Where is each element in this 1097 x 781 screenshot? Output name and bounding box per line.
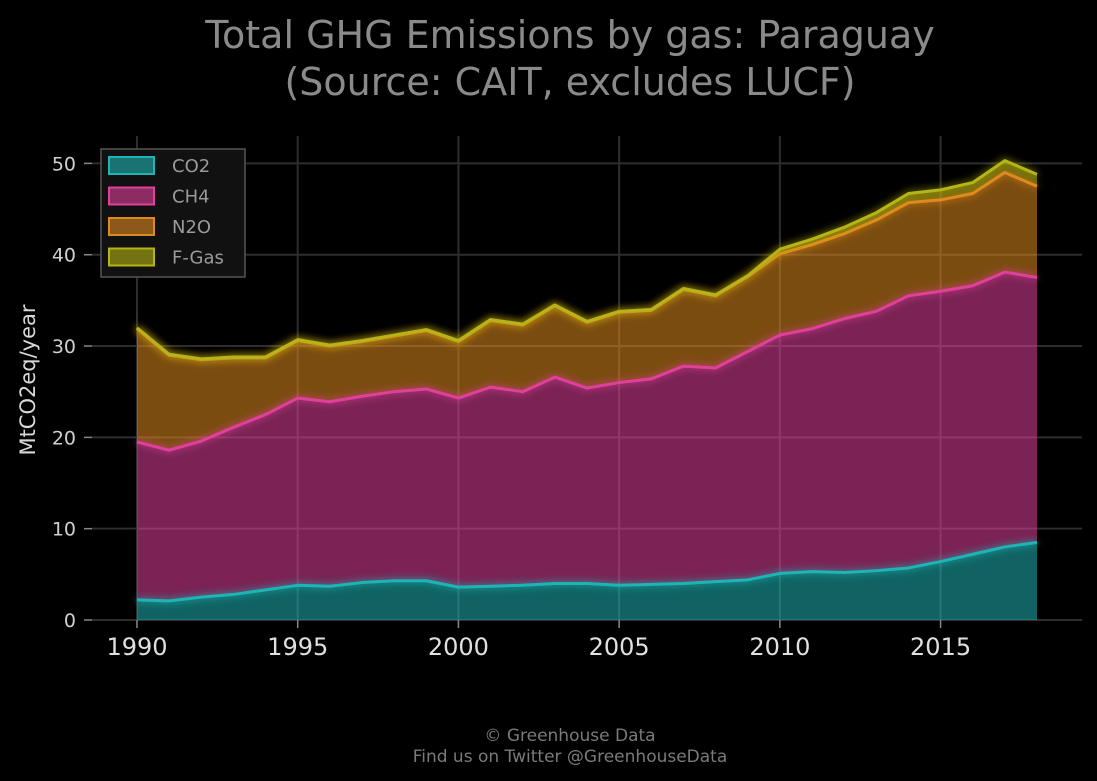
x-tick-label-1990: 1990: [106, 633, 167, 661]
area-series-group: [137, 160, 1037, 620]
x-tick-label-2000: 2000: [428, 633, 489, 661]
y-tick-label-30: 30: [52, 336, 76, 358]
line-series-group: [136, 159, 1038, 603]
line-co2: [136, 540, 1038, 603]
area-co2: [137, 542, 1037, 620]
x-tick-label-2005: 2005: [589, 633, 650, 661]
area-ch4: [137, 272, 1037, 601]
x-tick-label-1995: 1995: [267, 633, 328, 661]
y-tick-label-10: 10: [52, 519, 76, 541]
legend-swatch-n2o: [108, 217, 155, 236]
x-axis: 1990 1995 2000 2005 2010 2015: [106, 620, 971, 661]
y-tick-label-40: 40: [52, 245, 76, 267]
legend-label-f-gas: F-Gas: [172, 248, 224, 269]
footer-copyright: © Greenhouse Data: [484, 726, 655, 746]
line-ch4: [136, 270, 1038, 452]
x-tick-label-2010: 2010: [749, 633, 810, 661]
legend-swatch-f-gas: [108, 247, 155, 267]
footer-twitter: Find us on Twitter @GreenhouseData: [413, 747, 728, 767]
chart-title: Total GHG Emissions by gas: Paraguay: [204, 13, 934, 57]
y-tick-label-0: 0: [64, 610, 76, 632]
y-axis-label: MtCO2eq/year: [16, 304, 40, 455]
legend-label-ch4: CH4: [172, 187, 210, 208]
area-n2o: [137, 172, 1037, 451]
legend-label-co2: CO2: [172, 156, 210, 177]
y-tick-label-50: 50: [52, 153, 76, 175]
chart-subtitle: (Source: CAIT, excludes LUCF): [284, 60, 855, 104]
legend-swatch-co2: [108, 156, 155, 175]
y-axis: 0 10 20 30 40 50: [52, 153, 92, 632]
x-tick-label-2015: 2015: [910, 633, 971, 661]
line-f-gas: [136, 159, 1038, 361]
legend-label-n2o: N2O: [172, 217, 211, 238]
y-tick-label-20: 20: [52, 427, 76, 449]
legend-swatch-ch4: [108, 186, 155, 206]
legend: CO2 CH4 N2O F-Gas: [100, 148, 246, 278]
